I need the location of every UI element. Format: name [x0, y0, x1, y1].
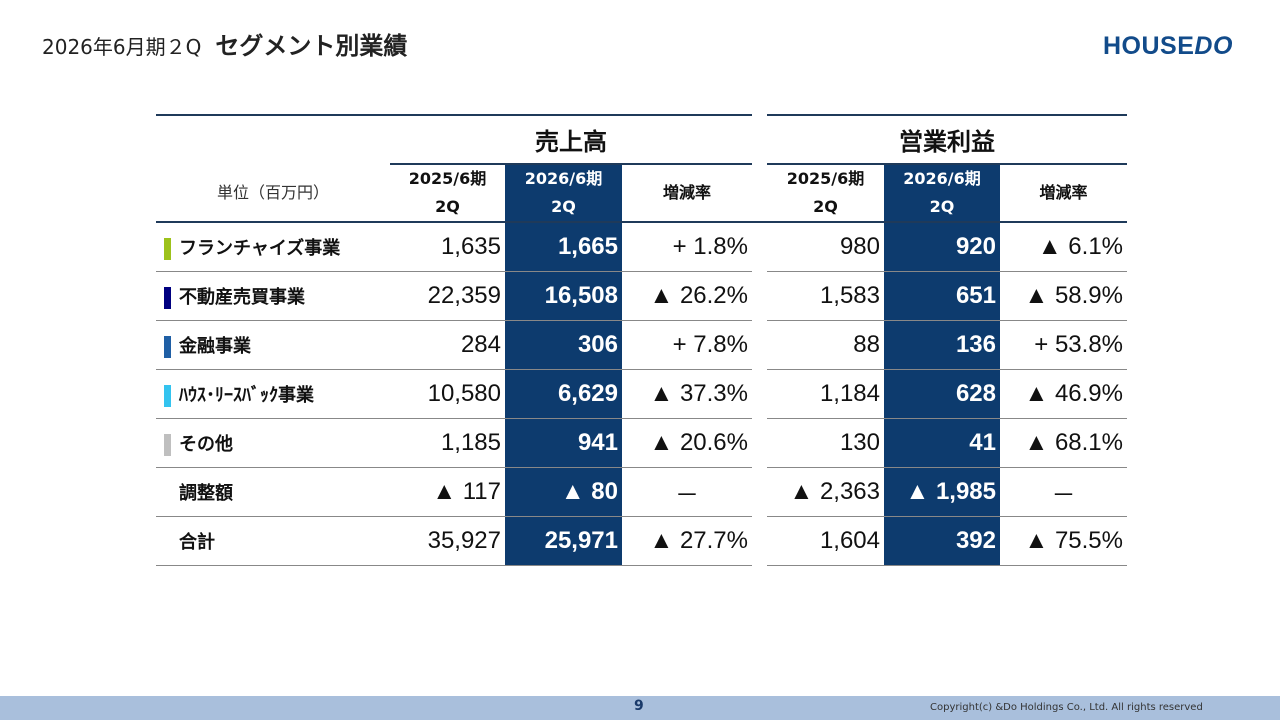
profit-curr: 628 — [884, 369, 1000, 419]
profit-prev: 1,604 — [767, 516, 884, 566]
profit-curr: 392 — [884, 516, 1000, 566]
segment-color-marker — [164, 385, 171, 407]
footer-bar: 9 Copyright(c) &Do Holdings Co., Ltd. Al… — [0, 696, 1280, 720]
sales-rate: ▲ 20.6% — [622, 418, 752, 468]
title-text: セグメント別業績 — [215, 32, 408, 60]
segment-label: 調整額 — [156, 467, 390, 517]
segment-color-marker — [164, 336, 171, 358]
table-row: フランチャイズ事業 1,635 1,665 + 1.8% 980 920 ▲ 6… — [156, 222, 1127, 272]
sales-prev: 10,580 — [390, 369, 505, 419]
sales-curr: 16,508 — [505, 271, 622, 321]
profit-rate: ▲ 46.9% — [1000, 369, 1127, 419]
profit-rate: ▲ 58.9% — [1000, 271, 1127, 321]
segment-label: 不動産売買事業 — [156, 271, 390, 321]
page-number: 9 — [634, 698, 644, 714]
sales-prev: 22,359 — [390, 271, 505, 321]
unit-label: 単位（百万円） — [156, 164, 390, 223]
sales-curr: 6,629 — [505, 369, 622, 419]
sales-curr: 1,665 — [505, 222, 622, 272]
segment-label: その他 — [156, 418, 390, 468]
segment-color-marker — [164, 287, 171, 309]
profit-prev: 1,583 — [767, 271, 884, 321]
sales-prev: 35,927 — [390, 516, 505, 566]
sales-rate: － — [622, 467, 752, 517]
profit-prev: 88 — [767, 320, 884, 370]
col-rate: 増減率 — [622, 164, 752, 223]
profit-prev: 980 — [767, 222, 884, 272]
col-prev: 2025/6期 2Q — [390, 164, 505, 223]
sales-rate: + 7.8% — [622, 320, 752, 370]
sales-rate: ▲ 37.3% — [622, 369, 752, 419]
page-title: 2026年6月期２Q セグメント別業績 — [42, 26, 407, 61]
profit-rate: － — [1000, 467, 1127, 517]
profit-curr: ▲ 1,985 — [884, 467, 1000, 517]
profit-prev: ▲ 2,363 — [767, 467, 884, 517]
profit-curr: 136 — [884, 320, 1000, 370]
table-row: 調整額 ▲ 117 ▲ 80 － ▲ 2,363 ▲ 1,985 － — [156, 467, 1127, 517]
col-prev: 2025/6期 2Q — [767, 164, 884, 223]
segment-label: 合計 — [156, 516, 390, 566]
group-sales: 売上高 — [390, 114, 752, 165]
sales-curr: ▲ 80 — [505, 467, 622, 517]
col-curr: 2026/6期 2Q — [505, 164, 622, 223]
housedo-logo: HOUSEDO — [1103, 32, 1233, 60]
segment-label: ﾊｳｽ･ﾘｰｽﾊﾞｯｸ事業 — [156, 369, 390, 419]
col-curr: 2026/6期 2Q — [884, 164, 1000, 223]
sales-rate: ▲ 27.7% — [622, 516, 752, 566]
col-rate: 増減率 — [1000, 164, 1127, 223]
group-operating-profit: 営業利益 — [767, 114, 1127, 165]
segment-label: 金融事業 — [156, 320, 390, 370]
sales-curr: 25,971 — [505, 516, 622, 566]
profit-rate: ▲ 6.1% — [1000, 222, 1127, 272]
table-row: ﾊｳｽ･ﾘｰｽﾊﾞｯｸ事業 10,580 6,629 ▲ 37.3% 1,184… — [156, 369, 1127, 419]
sales-curr: 306 — [505, 320, 622, 370]
sales-prev: 284 — [390, 320, 505, 370]
sales-prev: 1,635 — [390, 222, 505, 272]
sales-rate: ▲ 26.2% — [622, 271, 752, 321]
sales-curr: 941 — [505, 418, 622, 468]
profit-prev: 1,184 — [767, 369, 884, 419]
sales-prev: 1,185 — [390, 418, 505, 468]
sales-prev: ▲ 117 — [390, 467, 505, 517]
segment-table: 売上高 営業利益 単位（百万円） 2025/6期 2Q 2026/6期 2Q 増減率… — [156, 114, 1127, 566]
profit-rate: + 53.8% — [1000, 320, 1127, 370]
profit-curr: 651 — [884, 271, 1000, 321]
table-row: 金融事業 284 306 + 7.8% 88 136 + 53.8% — [156, 320, 1127, 370]
sales-rate: + 1.8% — [622, 222, 752, 272]
segment-color-marker — [164, 434, 171, 456]
copyright: Copyright(c) &Do Holdings Co., Ltd. All … — [930, 702, 1203, 713]
table-row: その他 1,185 941 ▲ 20.6% 130 41 ▲ 68.1% — [156, 418, 1127, 468]
profit-curr: 920 — [884, 222, 1000, 272]
profit-curr: 41 — [884, 418, 1000, 468]
table-row: 合計 35,927 25,971 ▲ 27.7% 1,604 392 ▲ 75.… — [156, 516, 1127, 566]
profit-rate: ▲ 68.1% — [1000, 418, 1127, 468]
table-row: 不動産売買事業 22,359 16,508 ▲ 26.2% 1,583 651 … — [156, 271, 1127, 321]
segment-label: フランチャイズ事業 — [156, 222, 390, 272]
profit-rate: ▲ 75.5% — [1000, 516, 1127, 566]
profit-prev: 130 — [767, 418, 884, 468]
period-label: 2026年6月期２Q — [42, 35, 202, 59]
segment-color-marker — [164, 238, 171, 260]
